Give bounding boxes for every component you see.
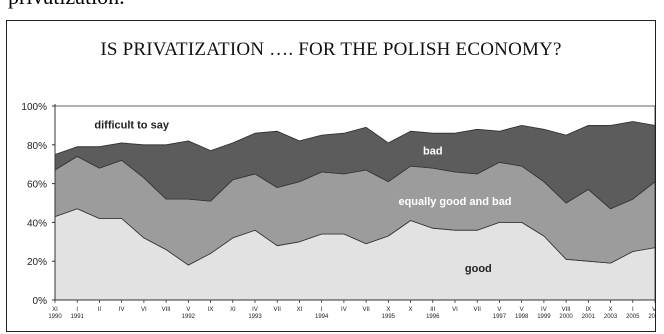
y-tick-label: 40% (27, 218, 47, 229)
x-tick-label: IV (541, 307, 547, 313)
series-label-bad: bad (423, 146, 443, 158)
x-tick-label: VII (274, 307, 282, 313)
y-tick-label: 60% (27, 180, 47, 191)
x-tick-label: V (186, 307, 190, 313)
x-tick-year-label: 1992 (182, 314, 196, 320)
x-tick-label: VIII (562, 307, 571, 313)
x-tick-label: IV (119, 307, 125, 313)
y-tick-label: 20% (27, 257, 47, 268)
x-tick-label: X (386, 307, 390, 313)
x-tick-year-label: 1995 (382, 314, 396, 320)
chart-frame: IS PRIVATIZATION …. FOR THE POLISH ECONO… (6, 20, 656, 332)
x-tick-year-label: 1998 (515, 314, 529, 320)
series-label-difficult-to-say: difficult to say (94, 119, 169, 131)
chart-title: IS PRIVATIZATION …. FOR THE POLISH ECONO… (100, 39, 562, 60)
x-tick-year-label: 1994 (315, 314, 329, 320)
x-tick-label: XI (297, 307, 303, 313)
x-tick-label: X (409, 307, 413, 313)
y-tick-label: 80% (27, 141, 47, 152)
x-tick-label: III (430, 307, 435, 313)
x-tick-label: IV (252, 307, 258, 313)
page-top-text: privatization. (8, 0, 125, 8)
x-tick-label: VII (474, 307, 482, 313)
series-label-good: good (465, 263, 492, 275)
x-tick-label: IX (585, 307, 591, 313)
x-tick-year-label: 2000 (559, 314, 573, 320)
x-tick-year-label: 1990 (48, 314, 62, 320)
y-tick-label: 0% (33, 296, 48, 307)
x-tick-year-label: 2003 (604, 314, 618, 320)
x-tick-year-label: 2006 (648, 314, 655, 320)
series-label-equally-good-and-bad: equally good and bad (398, 196, 511, 208)
x-tick-year-label: 1993 (248, 314, 262, 320)
x-tick-year-label: 1999 (537, 314, 551, 320)
x-tick-label: X (609, 307, 613, 313)
y-tick-label: 100% (21, 102, 47, 113)
x-tick-label: VI (141, 307, 147, 313)
x-tick-label: IV (341, 307, 347, 313)
x-tick-label: I (76, 307, 78, 313)
x-tick-year-label: 2001 (582, 314, 596, 320)
x-tick-label: VIII (162, 307, 171, 313)
x-tick-year-label: 1991 (71, 314, 85, 320)
x-tick-label: VI (452, 307, 458, 313)
x-tick-year-label: 1996 (426, 314, 440, 320)
x-tick-year-label: 1997 (493, 314, 507, 320)
area-difficult-to-say (54, 105, 655, 155)
x-tick-year-label: 2005 (626, 314, 640, 320)
x-tick-label: I (632, 307, 634, 313)
x-tick-label: II (98, 307, 102, 313)
x-tick-label: IX (208, 307, 214, 313)
x-tick-label: VII (362, 307, 370, 313)
x-tick-label: V (497, 307, 501, 313)
x-tick-label: XI (230, 307, 236, 313)
x-tick-label: I (321, 307, 323, 313)
x-tick-label: VI (652, 307, 655, 313)
x-tick-label: V (520, 307, 524, 313)
x-tick-label: XI (52, 307, 58, 313)
